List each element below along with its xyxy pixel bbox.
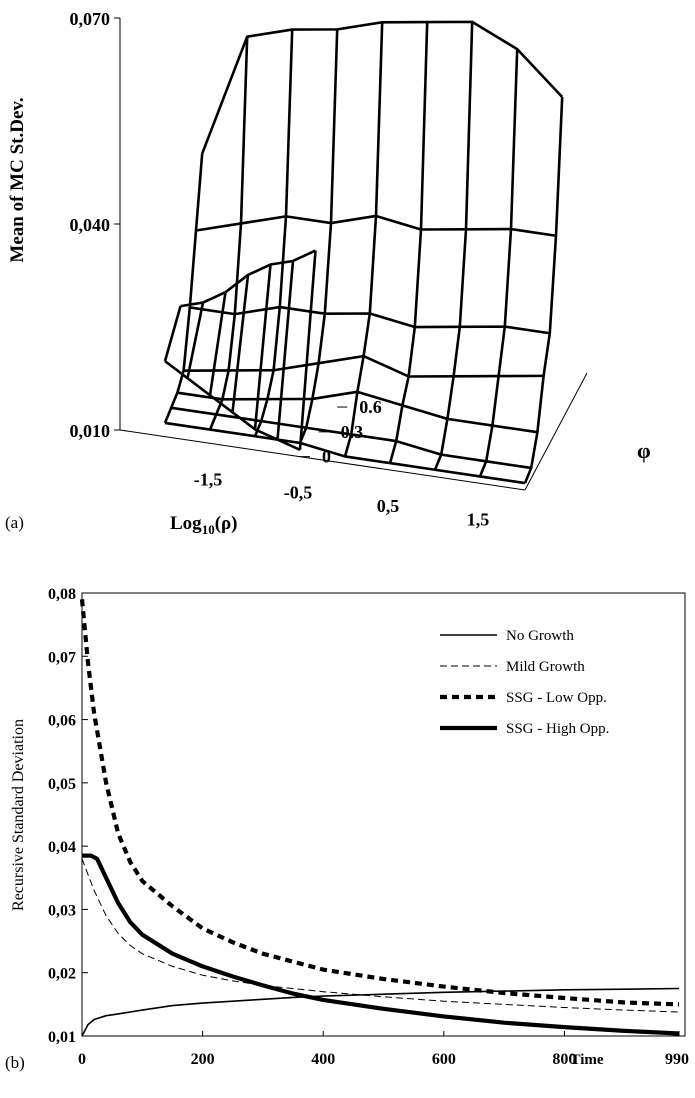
series-lines (79, 599, 680, 1037)
wall-rib (298, 250, 317, 450)
surface-line-phi (200, 20, 564, 155)
surface-line-rho (478, 49, 519, 477)
x-tick-label: 200 (191, 1051, 215, 1068)
surface-mesh (163, 20, 564, 485)
surface-line-phi (164, 421, 526, 485)
surface-line-rho (388, 22, 429, 464)
z-tick-label: 0,040 (70, 215, 111, 235)
y-axis-label: Recursive Standard Deviation (10, 719, 27, 911)
legend-label-ssg-high-opp: SSG - High Opp. (506, 721, 609, 737)
y-tick-label: 0,06 (48, 713, 76, 730)
x-tick-label: -0,5 (284, 483, 313, 503)
y-tick-label: 0,05 (48, 776, 76, 793)
surface-chart: 0,010 0,040 0,070 -1,5 -0,5 0,5 1,5 0 0.3 0.6 Mea… (5, 9, 651, 537)
x-tick-label: -1,5 (194, 469, 223, 489)
y-tick-label: 0,07 (48, 649, 76, 666)
x-tick-label: 600 (432, 1051, 456, 1068)
y-tick-label: 0,04 (48, 839, 76, 856)
line-chart: 0,01 0,02 0,03 0,04 0,05 0,06 0,07 0,08 0 200 400… (5, 586, 689, 1072)
surface-line-rho (523, 96, 564, 484)
x-tick-label: 0,5 (377, 496, 400, 516)
wall-rib (253, 264, 272, 430)
x-axis-label-subscript: 10 (202, 522, 215, 537)
wall-rib (208, 291, 227, 396)
panel-label-b: (b) (5, 1053, 25, 1072)
y-tick-label: 0,02 (48, 966, 76, 983)
x-axis-label: Time (570, 1052, 603, 1068)
x-tick-label: 0 (78, 1051, 86, 1068)
plot-area-frame (81, 592, 686, 1037)
y-axis-ticks: 0,01 0,02 0,03 0,04 0,05 0,06 0,07 0,08 (48, 586, 88, 1046)
y-tick-label: 0.6 (359, 397, 382, 417)
surface-line-rho (433, 21, 474, 471)
surface-line-phi (195, 214, 557, 238)
surface-wall-mesh (163, 249, 317, 451)
legend-label-mild-growth: Mild Growth (506, 659, 585, 675)
legend-label-no-growth: No Growth (506, 628, 574, 644)
x-axis-label: Log10(ρ) (170, 513, 238, 537)
panel-label-a: (a) (5, 513, 24, 532)
legend-label-ssg-low-opp: SSG - Low Opp. (506, 690, 607, 706)
y-axis-line (524, 372, 588, 491)
x-axis-label-main: Log (170, 513, 202, 534)
y-tick-label: 0.3 (341, 422, 364, 442)
wall-rib (276, 260, 295, 440)
z-axis-label: Mean of MC St.Dev. (7, 97, 28, 262)
legend: No Growth Mild Growth SSG - Low Opp. SSG - … (440, 628, 609, 737)
wall-rib (163, 305, 182, 362)
y-tick-label: 0,08 (48, 586, 76, 603)
surface-line-phi (189, 305, 550, 335)
series-line-ssg-high-opp (82, 853, 680, 1036)
x-axis-label-tail: (ρ) (215, 513, 238, 534)
series-line-mild-growth (81, 858, 680, 1013)
x-tick-label: 800 (552, 1051, 576, 1068)
surface-line-phi (183, 354, 544, 378)
surface-line-phi (177, 390, 538, 434)
series-line-ssg-low-opp (79, 599, 680, 1007)
y-tick-label: 0,01 (48, 1029, 76, 1046)
surface-tick-labels: 0,010 0,040 0,070 -1,5 -0,5 0,5 1,5 0 0.3 0.6 (70, 9, 490, 529)
surface-line-rho (343, 22, 384, 457)
z-tick-label: 0,070 (70, 9, 111, 29)
x-axis-ticks: 0 200 400 600 800 990 (78, 1031, 689, 1068)
x-tick-label: 1,5 (467, 509, 490, 529)
surface-line-phi (171, 406, 532, 470)
x-tick-label: 400 (311, 1051, 335, 1068)
y-tick-label: 0,03 (48, 902, 76, 919)
wall-rib (186, 302, 205, 379)
y-axis-label-phi: φ (637, 438, 651, 463)
z-tick-label: 0,010 (70, 421, 111, 441)
y-tick-label: 0 (322, 447, 331, 467)
wall-rib (231, 274, 250, 413)
x-tick-label: 990 (665, 1051, 689, 1068)
x-axis-line (119, 429, 526, 491)
surface-line-rho (163, 153, 204, 424)
